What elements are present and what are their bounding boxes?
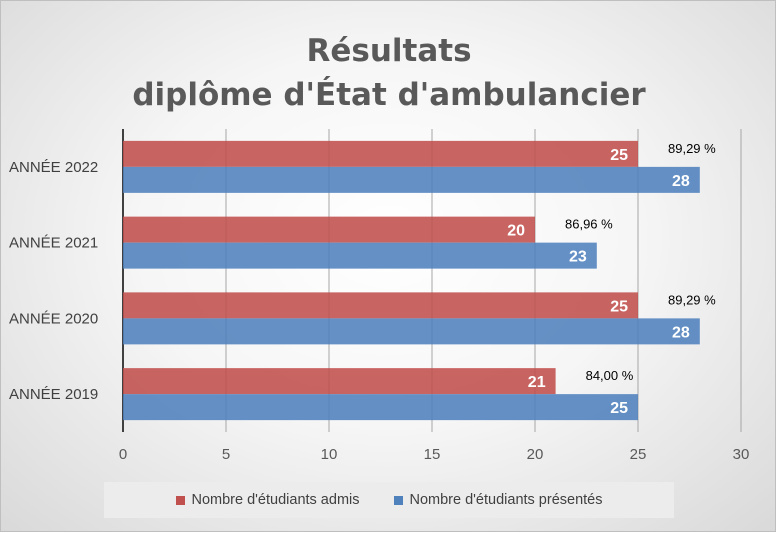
data-label-0-1: 20 [507,223,525,240]
x-tick-label-15: 15 [424,446,441,463]
annotation-1: 86,96 % [565,217,613,232]
annotation-2: 89,29 % [668,292,716,307]
chart-title-line-1: Résultats [306,33,472,69]
category-label-3: ANNÉE 2019 [9,386,98,403]
legend-swatch-admis [175,495,185,505]
bar-0-3 [123,368,556,395]
legend-label-presentes: Nombre d'étudiants présentés [409,492,603,508]
bar-0-1 [123,216,535,243]
x-tick-label-5: 5 [222,446,230,463]
legend-label-admis: Nombre d'étudiants admis [191,492,360,508]
bar-1-2 [123,318,700,345]
category-label-1: ANNÉE 2021 [9,235,98,252]
data-label-0-3: 21 [528,374,546,391]
chart-title: Résultats diplôme d'État d'ambulancier [1,29,776,117]
data-label-0-2: 25 [610,298,628,315]
x-tick-label-25: 25 [630,446,647,463]
bar-1-1 [123,242,597,269]
data-label-1-2: 28 [672,324,690,341]
annotation-0: 89,29 % [668,141,716,156]
bar-1-0 [123,166,700,193]
data-label-0-0: 25 [610,147,628,164]
x-tick-label-10: 10 [321,446,338,463]
bar-0-2 [123,292,638,319]
legend-entry-admis: Nombre d'étudiants admis [175,492,360,508]
data-label-1-0: 28 [672,173,690,190]
chart-title-line-2: diplôme d'État d'ambulancier [132,77,646,113]
data-label-1-1: 23 [569,249,587,266]
x-tick-label-20: 20 [527,446,544,463]
x-tick-label-0: 0 [119,446,127,463]
legend-entry-presentes: Nombre d'étudiants présentés [393,492,603,508]
category-label-2: ANNÉE 2020 [9,310,98,327]
legend-swatch-presentes [393,495,403,505]
bar-1-3 [123,394,638,421]
legend: Nombre d'étudiants admis Nombre d'étudia… [104,482,674,518]
data-label-1-3: 25 [610,400,628,417]
x-tick-label-30: 30 [733,446,750,463]
bar-0-0 [123,140,638,167]
annotation-3: 84,00 % [586,368,634,383]
category-label-0: ANNÉE 2022 [9,159,98,176]
